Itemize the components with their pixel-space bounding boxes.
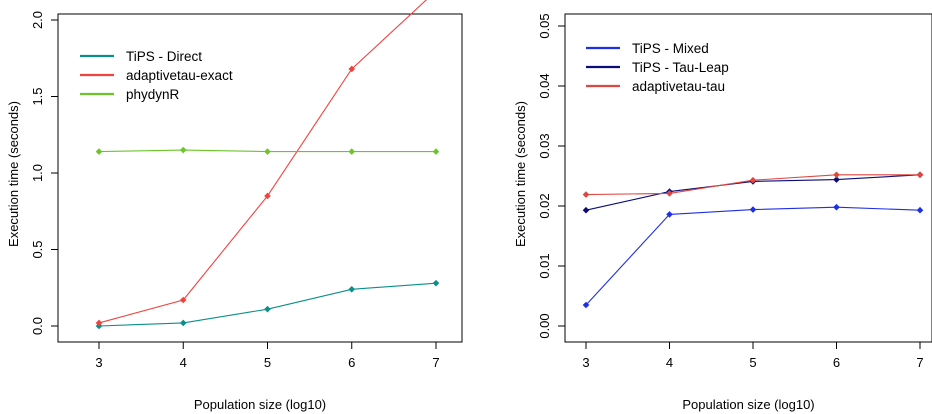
x-tick-label: 7 <box>432 355 439 370</box>
data-point <box>95 319 103 327</box>
y-tick-label: 0.01 <box>537 253 552 278</box>
series-line <box>585 206 921 306</box>
data-point <box>833 176 840 183</box>
legend-label: TiPS - Mixed <box>632 41 709 56</box>
data-point <box>833 203 840 211</box>
x-axis-label: Population size (log10) <box>194 397 326 412</box>
legend-label: TiPS - Tau-Leap <box>632 60 729 75</box>
data-point <box>348 65 356 73</box>
data-point <box>749 206 757 213</box>
plot-frame <box>564 13 932 343</box>
legend-label: TiPS - Direct <box>126 49 202 64</box>
y-tick-label: 0.0 <box>30 317 45 335</box>
data-point <box>582 206 590 214</box>
y-tick-label: 0.04 <box>537 73 552 98</box>
x-tick-label: 4 <box>180 355 187 370</box>
plot-frame <box>57 13 463 343</box>
x-tick-label: 6 <box>833 355 840 370</box>
data-point <box>432 279 440 287</box>
data-point <box>348 285 356 293</box>
data-point <box>264 148 271 155</box>
legend-label: adaptivetau-exact <box>126 68 233 83</box>
y-tick-label: 0.02 <box>537 193 552 218</box>
y-tick-label: 1.5 <box>30 87 45 105</box>
y-tick-label: 0.03 <box>537 133 552 158</box>
data-point <box>264 192 271 200</box>
y-tick-label: 0.5 <box>30 240 45 258</box>
y-axis-label: Execution time (seconds) <box>513 101 528 247</box>
data-point <box>432 148 440 155</box>
x-tick-label: 7 <box>916 355 923 370</box>
data-point <box>916 206 924 214</box>
x-axis-label: Population size (log10) <box>682 397 814 412</box>
x-tick-label: 3 <box>582 355 589 370</box>
x-tick-label: 5 <box>264 355 271 370</box>
data-point <box>348 148 356 155</box>
x-tick-label: 5 <box>749 355 756 370</box>
data-point <box>666 211 673 218</box>
y-tick-label: 2.0 <box>30 11 45 29</box>
legend-label: adaptivetau-tau <box>632 79 725 94</box>
series-line <box>98 282 437 327</box>
x-tick-label: 6 <box>348 355 355 370</box>
y-tick-label: 0.00 <box>537 313 552 338</box>
data-point <box>582 191 590 198</box>
data-point <box>582 301 590 309</box>
data-point <box>179 296 187 304</box>
data-point <box>264 305 271 313</box>
y-axis-label: Execution time (seconds) <box>6 101 21 247</box>
x-tick-label: 4 <box>666 355 673 370</box>
x-tick-label: 3 <box>95 355 102 370</box>
data-point <box>833 171 840 179</box>
data-point <box>179 146 187 154</box>
data-point <box>179 319 187 327</box>
legend-label: phydynR <box>126 87 180 102</box>
y-tick-label: 1.0 <box>30 164 45 182</box>
data-point <box>916 171 924 179</box>
data-point <box>666 190 673 197</box>
y-tick-label: 0.05 <box>537 13 552 38</box>
data-point <box>749 176 757 184</box>
data-point <box>95 148 103 155</box>
